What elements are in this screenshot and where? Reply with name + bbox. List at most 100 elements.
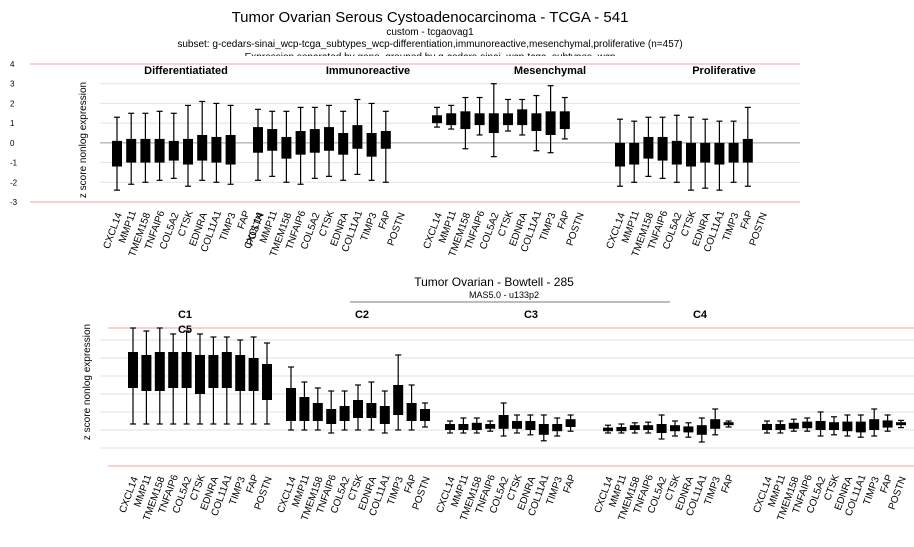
- box-body: [183, 138, 193, 165]
- y-tick-label: -1: [10, 159, 18, 168]
- box-body: [503, 113, 513, 126]
- box-body: [154, 352, 165, 391]
- box-body: [728, 142, 739, 163]
- top-chart-subtitle-1: custom - tcgaovag1: [386, 27, 474, 38]
- box-body: [262, 364, 272, 400]
- top-chart-subtitle-3: Expression separated by gene, grouped by…: [245, 52, 616, 63]
- box-body: [485, 424, 496, 429]
- box-body: [211, 136, 222, 163]
- top-y-axis-label: z score nonlog expression: [78, 82, 89, 198]
- box-body: [267, 129, 278, 151]
- box-body: [762, 424, 772, 430]
- y-tick-label: 2: [10, 99, 15, 108]
- box-body: [474, 113, 485, 126]
- box-body: [670, 425, 680, 432]
- y-tick-label: 3: [10, 80, 15, 89]
- top-plot-area: 43210-1-2-3DifferentiatiatedCXCL14MMP11T…: [10, 60, 800, 258]
- box-body: [512, 421, 522, 429]
- box-body: [420, 409, 430, 421]
- y-tick-label: 0: [10, 139, 15, 148]
- box-body: [168, 352, 179, 388]
- group-title: C4: [693, 309, 708, 321]
- box-body: [168, 140, 179, 161]
- box-body: [643, 136, 654, 159]
- box-body: [802, 421, 813, 429]
- box-body: [181, 352, 192, 388]
- box-body: [603, 427, 613, 432]
- group-title: Proliferative: [692, 65, 756, 77]
- box-body: [225, 134, 236, 165]
- box-body: [195, 355, 205, 394]
- box-body: [353, 400, 363, 418]
- box-body: [869, 419, 880, 430]
- box-body: [829, 422, 839, 430]
- box-body: [248, 358, 259, 391]
- box-body: [380, 131, 391, 149]
- box-body: [531, 113, 542, 132]
- box-body: [154, 138, 165, 163]
- group-title: C5: [178, 324, 192, 336]
- box-body: [696, 425, 707, 435]
- bottom-plot-area: CXCL14MMP11TMEM158TNFAIP6COL5A2CTSKEDNRA…: [100, 309, 914, 522]
- box-body: [281, 136, 292, 159]
- box-body: [295, 131, 306, 155]
- box-body: [517, 109, 528, 126]
- box-body: [629, 142, 640, 165]
- box-body: [324, 127, 334, 151]
- box-body: [471, 422, 482, 430]
- box-body: [312, 403, 323, 421]
- box-body: [128, 352, 138, 388]
- y-tick-label: 1: [10, 119, 15, 128]
- box-body: [671, 140, 682, 165]
- box-body: [366, 403, 377, 418]
- box-body: [235, 355, 246, 391]
- box-body: [488, 113, 499, 133]
- box-body: [352, 125, 363, 149]
- box-body: [657, 136, 668, 161]
- box-body: [112, 140, 122, 167]
- box-body: [126, 138, 137, 163]
- box-body: [552, 424, 563, 432]
- box-body: [538, 424, 549, 435]
- box-body: [393, 385, 404, 415]
- box-body: [565, 419, 576, 427]
- box-body: [842, 421, 853, 432]
- box-body: [299, 397, 310, 421]
- box-body: [896, 422, 906, 426]
- group-title: Mesenchymal: [514, 65, 586, 77]
- group-title: Immunoreactive: [326, 65, 410, 77]
- box-body: [656, 424, 667, 433]
- box-body: [286, 388, 296, 421]
- box-body: [197, 134, 208, 161]
- box-body: [723, 422, 734, 426]
- box-body: [141, 355, 152, 391]
- bottom-chart-title: Tumor Ovarian - Bowtell - 285: [414, 275, 574, 289]
- box-body: [775, 424, 786, 430]
- bottom-chart-subtitle: MAS5.0 - u133p2: [469, 290, 539, 300]
- box-body: [458, 424, 469, 430]
- bottom-chart: Tumor Ovarian - Bowtell - 285 MAS5.0 - u…: [82, 275, 914, 522]
- box-body: [432, 115, 442, 124]
- bottom-y-axis-label: z score nonlog expression: [82, 324, 93, 440]
- box-body: [700, 142, 711, 163]
- box-body: [686, 142, 696, 167]
- box-body: [445, 424, 455, 430]
- box-body: [788, 422, 799, 429]
- box-body: [221, 352, 232, 388]
- top-chart-subtitle-2: subset: g-cedars-sinai_wcp-tcga_subtypes…: [177, 39, 682, 50]
- box-body: [379, 406, 390, 424]
- box-body: [338, 133, 349, 155]
- top-chart: Tumor Ovarian Serous Cystoadenocarcinoma…: [10, 9, 800, 258]
- box-body: [616, 427, 627, 432]
- y-tick-label: -2: [10, 178, 18, 187]
- bottom-chart-obscured-text: [350, 301, 670, 303]
- box-body: [629, 425, 640, 430]
- box-body: [710, 419, 721, 429]
- box-body: [309, 129, 320, 153]
- group-title: Differentiatiated: [144, 65, 228, 77]
- box-body: [855, 421, 866, 433]
- box-body: [326, 409, 337, 424]
- box-body: [559, 111, 570, 130]
- box-body: [714, 142, 725, 165]
- box-body: [498, 415, 509, 429]
